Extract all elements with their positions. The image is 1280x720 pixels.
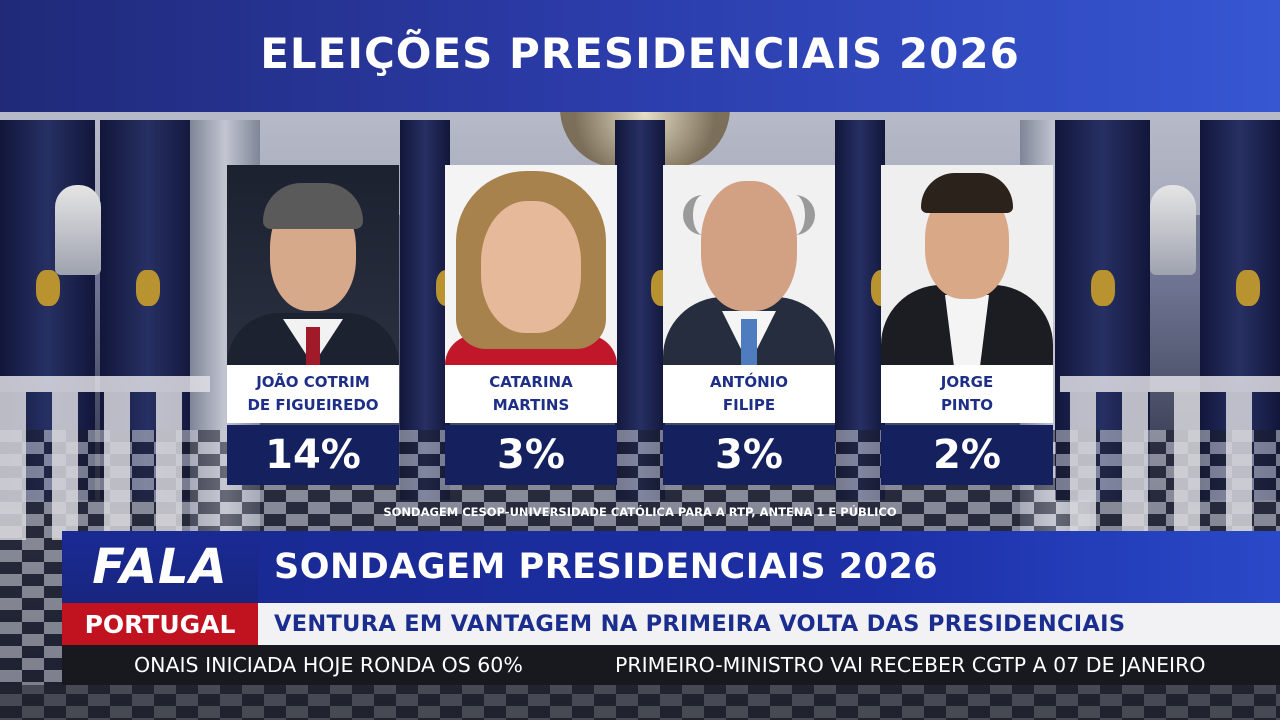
- ticker-item-2: PRIMEIRO-MINISTRO VAI RECEBER CGTP A 07 …: [615, 653, 1206, 677]
- candidate-card-3: ANTÓNIO FILIPE 3%: [663, 165, 835, 485]
- candidate-name-box: JOÃO COTRIM DE FIGUEIREDO: [227, 365, 399, 423]
- candidate-percent: 2%: [881, 425, 1053, 485]
- lower-third-headline: SONDAGEM PRESIDENCIAIS 2026: [258, 531, 1280, 603]
- poll-source-credit: SONDAGEM CESOP-UNIVERSIDADE CATÓLICA PAR…: [383, 505, 897, 519]
- candidate-card-2: CATARINA MARTINS 3%: [445, 165, 617, 485]
- lower-third-subheadline: VENTURA EM VANTAGEM NA PRIMEIRA VOLTA DA…: [258, 603, 1280, 645]
- balustrade-left: [0, 376, 210, 540]
- candidate-percent: 3%: [445, 425, 617, 485]
- candidate-name-box: ANTÓNIO FILIPE: [663, 365, 835, 423]
- bottom-strip: [0, 685, 1280, 720]
- tie: [306, 327, 320, 365]
- hair: [921, 173, 1013, 213]
- candidate-name-line1: CATARINA: [489, 373, 573, 391]
- candidate-percent: 3%: [663, 425, 835, 485]
- headline-text: SONDAGEM PRESIDENCIAIS 2026: [274, 547, 939, 587]
- candidate-name-line2: PINTO: [940, 396, 994, 414]
- candidate-photo: [663, 165, 835, 365]
- page-title: ELEIÇÕES PRESIDENCIAIS 2026: [260, 28, 1020, 78]
- hair: [683, 195, 815, 235]
- candidate-name-box: JORGE PINTO: [881, 365, 1053, 423]
- candidate-name-line2: FILIPE: [722, 396, 776, 414]
- balustrade-right: [1060, 376, 1280, 540]
- candidate-name-line1: JOÃO COTRIM: [256, 373, 370, 391]
- candidate-name-line1: JORGE: [940, 373, 994, 391]
- hair: [263, 183, 363, 229]
- bust-statue-left: [55, 185, 101, 275]
- candidate-card-1: JOÃO COTRIM DE FIGUEIREDO 14%: [227, 165, 399, 485]
- candidate-photo: [881, 165, 1053, 365]
- news-ticker: ONAIS INICIADA HOJE RONDA OS 60% PRIMEIR…: [62, 645, 1280, 685]
- logo-fala: FALA: [62, 531, 258, 603]
- subheadline-text: VENTURA EM VANTAGEM NA PRIMEIRA VOLTA DA…: [274, 611, 1126, 637]
- face: [481, 201, 581, 333]
- bust-statue-right: [1150, 185, 1196, 275]
- candidate-percent: 14%: [227, 425, 399, 485]
- logo-portugal: PORTUGAL: [62, 603, 258, 645]
- candidate-card-4: JORGE PINTO 2%: [881, 165, 1053, 485]
- face: [701, 181, 797, 311]
- candidate-photo: [445, 165, 617, 365]
- candidate-photo: [227, 165, 399, 365]
- candidate-name-line2: DE FIGUEIREDO: [247, 396, 379, 414]
- candidate-name-line1: ANTÓNIO: [709, 373, 789, 391]
- title-bar: ELEIÇÕES PRESIDENCIAIS 2026: [0, 0, 1280, 112]
- candidate-name-line2: MARTINS: [492, 396, 570, 414]
- channel-logo: FALA PORTUGAL: [62, 531, 258, 645]
- ticker-item-1: ONAIS INICIADA HOJE RONDA OS 60%: [134, 653, 523, 677]
- tie: [741, 319, 757, 365]
- candidate-name-box: CATARINA MARTINS: [445, 365, 617, 423]
